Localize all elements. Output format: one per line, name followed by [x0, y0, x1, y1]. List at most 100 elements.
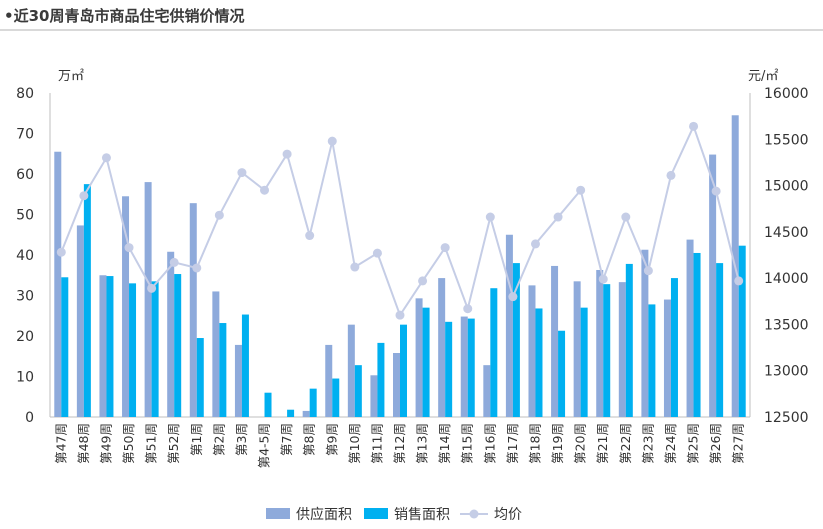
sales-bar: [422, 307, 430, 417]
sales-bar: [83, 184, 91, 417]
y-left-tick-label: 40: [16, 248, 34, 264]
supply-bar: [189, 203, 197, 417]
supply-bar: [76, 225, 84, 417]
sales-bar: [580, 307, 588, 417]
supply-bar: [54, 151, 62, 417]
x-tick-label: 第48周: [76, 423, 91, 464]
x-tick-label: 第9周: [324, 423, 339, 456]
x-tick-label: 第25周: [686, 423, 701, 464]
sales-bar: [490, 288, 498, 417]
supply-bar: [415, 298, 423, 417]
price-point: [598, 274, 608, 284]
x-tick-label: 第17周: [505, 423, 520, 464]
sales-bar: [648, 304, 656, 417]
sales-bar: [354, 365, 362, 417]
legend-label-price: 均价: [494, 507, 522, 523]
sales-bar: [309, 388, 317, 417]
y-right-tick-label: 15000: [764, 179, 809, 195]
sales-bar: [129, 283, 137, 417]
legend-swatch-supply: [266, 508, 290, 519]
price-point: [643, 266, 653, 276]
sales-bar: [196, 338, 204, 417]
x-tick-label: 第47周: [53, 423, 68, 464]
legend: 供应面积 销售面积 均价: [266, 506, 522, 523]
x-tick-label: 第26周: [708, 423, 723, 464]
sales-bar: [400, 324, 407, 417]
sales-bar: [219, 323, 227, 417]
chart-title: •近30周青岛市商品住宅供销价情况: [4, 7, 245, 25]
x-tick-label: 第16周: [482, 423, 497, 464]
price-point: [418, 276, 428, 286]
sales-bar: [535, 308, 543, 417]
price-point: [440, 243, 450, 253]
supply-bar: [212, 291, 220, 417]
price-point: [79, 191, 89, 201]
price-point: [621, 212, 631, 222]
x-tick-label: 第49周: [98, 423, 113, 464]
left-unit-label: 万㎡: [58, 69, 84, 84]
y-left-tick-labels: 0 10 20 30 40 50 60 70 80: [16, 86, 34, 426]
x-tick-label: 第11周: [369, 423, 384, 464]
y-right-tick-label: 13500: [764, 317, 809, 333]
header-divider: [0, 29, 823, 31]
legend-label-sales: 销售面积: [394, 507, 450, 523]
sales-bar: [467, 318, 475, 417]
price-point: [350, 262, 360, 272]
supply-bar: [370, 375, 378, 417]
y-left-tick-label: 10: [16, 370, 34, 386]
price-point: [734, 276, 744, 286]
legend-swatch-sales: [364, 508, 388, 519]
y-right-tick-label: 13000: [764, 364, 809, 380]
y-right-tick-label: 16000: [764, 86, 809, 102]
sales-bar: [174, 274, 182, 417]
supply-bar: [302, 410, 310, 417]
x-tick-label: 第23周: [640, 423, 655, 464]
sales-bar: [716, 263, 724, 417]
sales-bar: [287, 409, 295, 417]
sales-bar: [377, 342, 385, 417]
x-tick-label: 第51周: [144, 423, 159, 464]
price-point: [553, 212, 563, 222]
sales-bar: [603, 284, 611, 417]
price-point: [372, 248, 382, 258]
legend-marker-price: [469, 509, 479, 519]
x-tick-label: 第10周: [347, 423, 362, 464]
sales-bar: [264, 392, 272, 417]
supply-bar: [438, 278, 446, 417]
supply-bar: [393, 353, 400, 417]
supply-bar: [347, 324, 355, 417]
supply-bar: [122, 196, 130, 417]
sales-bar: [241, 314, 249, 417]
supply-bar: [234, 344, 242, 417]
x-tick-label: 第4-5周: [257, 423, 272, 468]
sales-bar: [670, 278, 678, 417]
x-tick-label: 第21周: [595, 423, 610, 464]
y-right-tick-labels: 12500 13000 13500 14000 14500 15000 15500 16000: [764, 86, 809, 426]
supply-bar: [144, 182, 152, 417]
x-tick-label: 第3周: [234, 423, 249, 456]
x-tick-label: 第52周: [166, 423, 181, 464]
x-tick-label: 第2周: [211, 423, 226, 456]
price-point: [666, 170, 676, 180]
price-line: [56, 121, 744, 320]
price-point: [169, 257, 179, 267]
x-tick-label: 第8周: [302, 423, 317, 456]
sales-bar: [512, 263, 520, 417]
supply-bar: [573, 281, 581, 417]
legend-label-supply: 供应面积: [296, 506, 352, 523]
supply-bar: [686, 239, 694, 417]
x-tick-label: 第15周: [460, 423, 475, 464]
supply-bar: [663, 299, 671, 417]
price-point: [214, 210, 224, 220]
supply-bar: [460, 316, 468, 417]
y-right-unit: 元/㎡: [748, 69, 778, 84]
y-left-tick-label: 60: [16, 167, 34, 183]
price-point: [124, 243, 134, 253]
y-left-tick-label: 0: [25, 410, 34, 426]
sales-bar: [558, 330, 566, 417]
x-tick-label: 第1周: [189, 423, 204, 456]
price-point: [327, 136, 337, 146]
price-point: [260, 185, 270, 195]
price-point: [576, 185, 586, 195]
title-bar: •近30周青岛市商品住宅供销价情况: [0, 0, 823, 28]
